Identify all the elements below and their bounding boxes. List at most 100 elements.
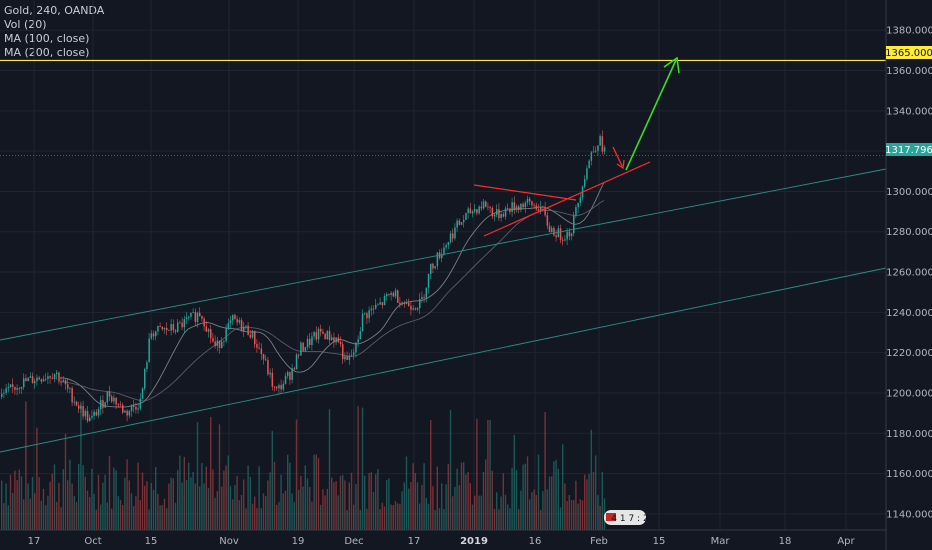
volume-bar bbox=[370, 472, 372, 530]
volume-bar bbox=[155, 466, 157, 530]
volume-bar bbox=[9, 474, 12, 530]
candle-body bbox=[575, 207, 577, 216]
candle-body bbox=[29, 376, 32, 378]
candle-body bbox=[133, 405, 135, 407]
volume-bar bbox=[284, 490, 287, 530]
y-tick-label: 1160.000 bbox=[886, 469, 932, 480]
volume-bar bbox=[540, 509, 542, 530]
candle-body bbox=[487, 206, 489, 208]
candle-body bbox=[584, 179, 586, 187]
candle-body bbox=[141, 388, 144, 399]
volume-bar bbox=[278, 501, 280, 530]
x-tick-label: 15 bbox=[145, 536, 158, 547]
candle-body bbox=[432, 263, 434, 269]
legend-volume[interactable]: Vol (20) bbox=[4, 18, 47, 31]
flag-badge[interactable]: 4 1 7 : 2 bbox=[604, 510, 649, 525]
candle-body bbox=[42, 379, 45, 382]
candle-body bbox=[491, 208, 494, 217]
candle-body bbox=[535, 205, 538, 210]
volume-bar bbox=[471, 504, 474, 530]
volume-bar bbox=[47, 495, 49, 530]
candle-body bbox=[201, 316, 203, 319]
volume-bar bbox=[324, 495, 326, 530]
candle-body bbox=[5, 388, 7, 393]
volume-bar bbox=[212, 469, 214, 530]
candle-body bbox=[227, 323, 230, 329]
volume-bar bbox=[476, 418, 478, 530]
target-arrow-shaft bbox=[625, 59, 677, 171]
candle-body bbox=[551, 227, 553, 232]
candle-body bbox=[375, 304, 377, 309]
volume-bar bbox=[546, 489, 548, 530]
candle-body bbox=[47, 376, 49, 379]
candle-body bbox=[280, 385, 282, 390]
legend-ma200[interactable]: MA (200, close) bbox=[4, 46, 90, 59]
volume-bar bbox=[368, 473, 370, 530]
candle-body bbox=[25, 378, 27, 381]
candle-body bbox=[441, 254, 443, 259]
volume-bar bbox=[124, 477, 126, 530]
volume-bar bbox=[18, 469, 20, 530]
volume-bar bbox=[1, 480, 3, 530]
candle-body bbox=[247, 325, 249, 335]
volume-bar bbox=[500, 496, 502, 530]
candle-body bbox=[524, 202, 527, 208]
candle-body bbox=[9, 384, 12, 388]
candle-body bbox=[507, 208, 509, 210]
volume-bar bbox=[86, 490, 89, 530]
candle-body bbox=[353, 352, 355, 355]
ma100-line bbox=[59, 182, 605, 408]
resistance-price-tag[interactable]: 1365.000 bbox=[885, 46, 932, 59]
candle-body bbox=[423, 296, 425, 298]
candle-body bbox=[51, 377, 54, 379]
volume-bar bbox=[454, 486, 456, 530]
volume-bar bbox=[287, 454, 289, 530]
resistance-price-label: 1365.000 bbox=[885, 48, 932, 59]
candle-body bbox=[537, 209, 540, 212]
candle-body bbox=[511, 202, 513, 213]
volume-bar bbox=[227, 455, 229, 530]
candle-body bbox=[570, 233, 573, 237]
candle-body bbox=[590, 152, 593, 161]
candle-body bbox=[564, 239, 566, 241]
candle-body bbox=[355, 342, 357, 353]
candle-body bbox=[399, 302, 401, 305]
candle-body bbox=[174, 330, 177, 332]
legend-title[interactable]: Gold, 240, OANDA bbox=[4, 4, 105, 17]
volume-bar bbox=[311, 501, 313, 530]
volume-bar bbox=[557, 468, 559, 530]
candle-body bbox=[53, 374, 56, 379]
volume-bar bbox=[25, 401, 27, 530]
candle-body bbox=[295, 354, 298, 370]
volume-bar bbox=[75, 502, 78, 530]
volume-bar bbox=[245, 508, 247, 530]
candle-body bbox=[73, 401, 76, 403]
candle-body bbox=[566, 231, 568, 240]
candle-body bbox=[1, 393, 3, 397]
volume-bar bbox=[194, 483, 196, 530]
volume-bar bbox=[562, 444, 564, 530]
candle-body bbox=[20, 387, 23, 389]
volume-bar bbox=[339, 475, 342, 530]
volume-bar bbox=[181, 482, 183, 530]
volume-bar bbox=[579, 499, 581, 530]
volume-bar bbox=[485, 459, 487, 530]
candle-body bbox=[223, 340, 225, 342]
candle-body bbox=[562, 239, 564, 241]
x-tick-label: Oct bbox=[84, 536, 101, 547]
volume-bar bbox=[27, 483, 29, 530]
candle-body bbox=[89, 417, 91, 422]
x-tick-label: Apr bbox=[837, 536, 855, 547]
legend-ma100[interactable]: MA (100, close) bbox=[4, 32, 90, 45]
volume-bar bbox=[7, 505, 9, 530]
volume-bar bbox=[548, 476, 551, 530]
volume-bar bbox=[67, 480, 69, 530]
volume-bar bbox=[372, 492, 375, 530]
volume-bar bbox=[436, 466, 438, 530]
volume-bar bbox=[322, 489, 324, 530]
volume-bar bbox=[390, 504, 392, 530]
candle-body bbox=[405, 303, 408, 304]
last-price-tag[interactable]: 1317.796 bbox=[885, 143, 932, 156]
candle-body bbox=[335, 337, 337, 343]
